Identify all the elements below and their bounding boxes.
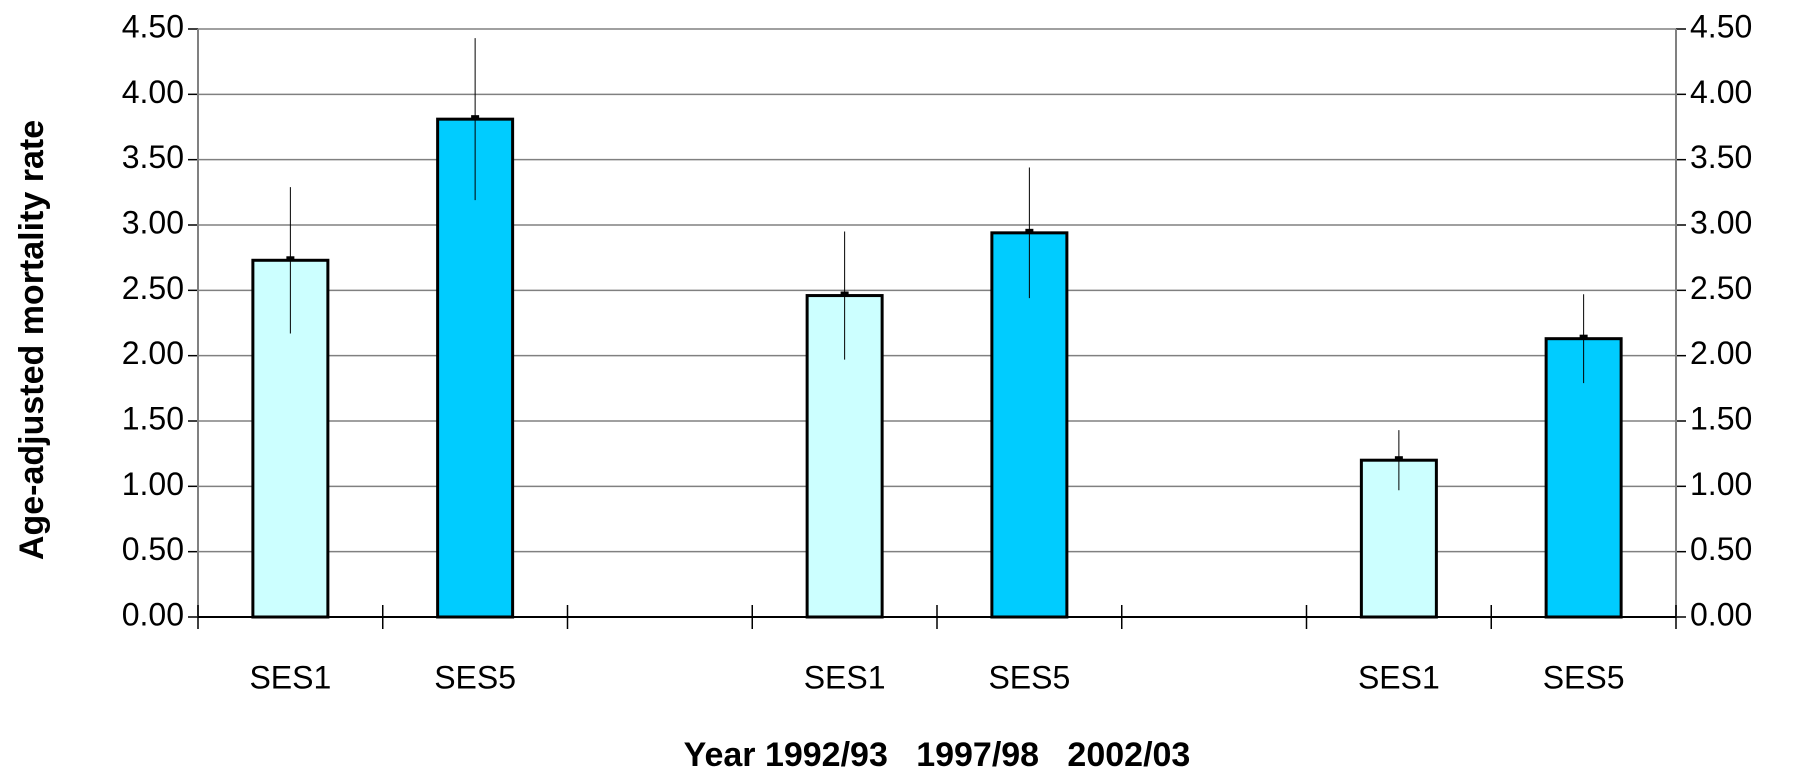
- bar: [1544, 337, 1623, 619]
- y-tick-label: 0.00: [122, 596, 184, 632]
- y-tick-label: 1.50: [122, 400, 184, 436]
- y2-tick-label: 2.00: [1690, 335, 1752, 371]
- y-tick-label: 3.50: [122, 139, 184, 175]
- y-tick-label: 4.50: [122, 8, 184, 44]
- y-tick-label: 2.50: [122, 270, 184, 306]
- y2-tick-label: 4.00: [1690, 74, 1752, 110]
- y2-tick-label: 3.50: [1690, 139, 1752, 175]
- y2-tick-label: 1.00: [1690, 466, 1752, 502]
- y2-tick-label: 0.50: [1690, 531, 1752, 567]
- y2-tick-label: 2.50: [1690, 270, 1752, 306]
- y-axis-title: Age-adjusted mortality rate: [13, 120, 51, 560]
- x-axis-title: Year 1992/93 1997/98 2002/03: [684, 736, 1191, 774]
- x-tick-label: SES1: [249, 659, 331, 695]
- x-tick-label: SES5: [1543, 659, 1625, 695]
- y2-tick-label: 1.50: [1690, 400, 1752, 436]
- bar: [436, 117, 515, 619]
- y2-tick-label: 3.00: [1690, 204, 1752, 240]
- x-tick-label: SES5: [988, 659, 1070, 695]
- y-tick-label: 2.00: [122, 335, 184, 371]
- y-tick-label: 1.00: [122, 466, 184, 502]
- y2-tick-label: 4.50: [1690, 8, 1752, 44]
- x-tick-label: SES5: [434, 659, 516, 695]
- x-tick-label: SES1: [1358, 659, 1440, 695]
- y-tick-label: 3.00: [122, 204, 184, 240]
- y-tick-label: 0.50: [122, 531, 184, 567]
- x-tick-label: SES1: [804, 659, 886, 695]
- y2-tick-label: 0.00: [1690, 596, 1752, 632]
- y-tick-label: 4.00: [122, 74, 184, 110]
